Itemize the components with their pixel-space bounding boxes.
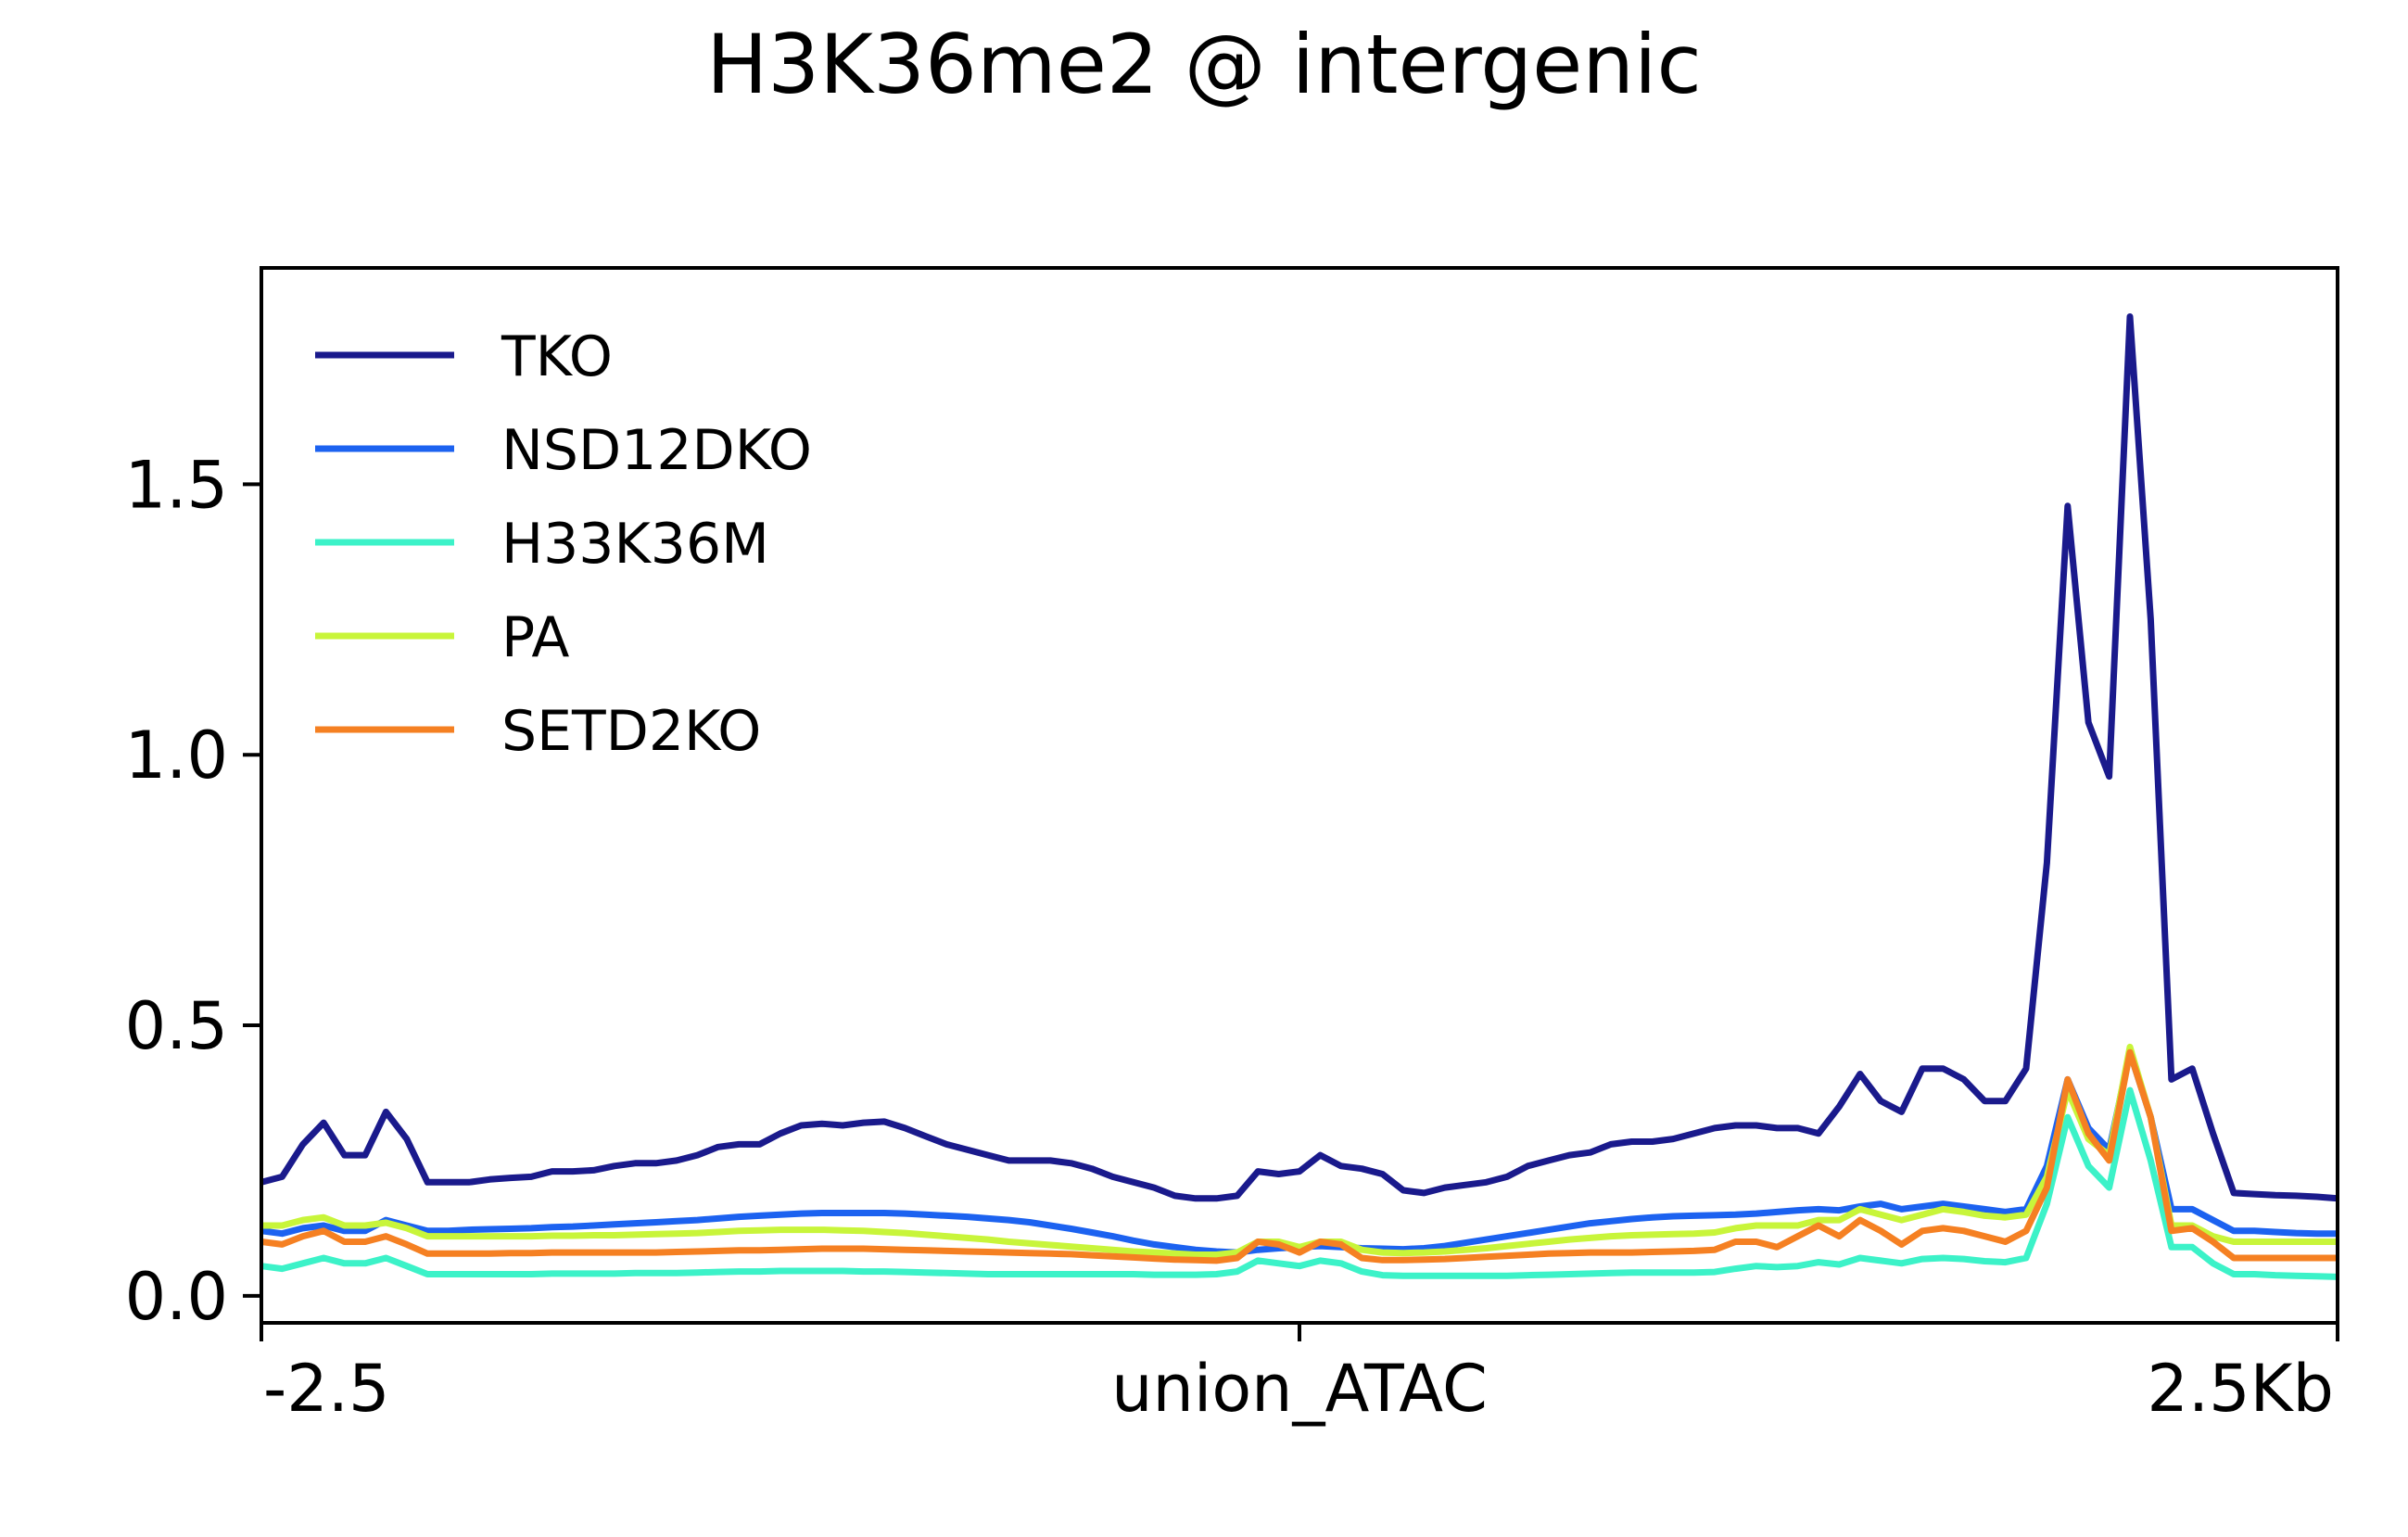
legend-label-setd2ko: SETD2KO xyxy=(501,699,761,764)
y-axis: 0.0 0.5 1.0 1.5 xyxy=(125,447,261,1335)
series-line-tko xyxy=(260,313,2338,1202)
series-line-setd2ko xyxy=(260,1048,2338,1264)
y-tick-label: 1.5 xyxy=(125,447,228,523)
series-line-h33k36m xyxy=(260,1086,2338,1280)
y-tick-label: 1.0 xyxy=(125,718,228,794)
x-tick-label: 2.5Kb xyxy=(2147,1351,2334,1427)
y-tick-label: 0.0 xyxy=(125,1259,228,1335)
x-axis: -2.5 union_ATAC 2.5Kb xyxy=(260,1323,2339,1427)
legend: TKO NSD12DKO H33K36M PA SETD2KO xyxy=(315,324,812,764)
x-tick-label: union_ATAC xyxy=(1111,1351,1488,1427)
legend-label-pa: PA xyxy=(501,605,569,670)
plot-lines xyxy=(260,313,2338,1280)
series-line-pa xyxy=(261,1043,2338,1258)
series-line-nsd12dko xyxy=(260,1048,2338,1256)
chart-title: H3K36me2 @ intergenic xyxy=(706,17,1702,112)
legend-label-h33k36m: H33K36M xyxy=(501,512,769,577)
legend-label-nsd12dko: NSD12DKO xyxy=(501,418,812,483)
x-tick-label: -2.5 xyxy=(263,1351,390,1427)
y-tick-label: 0.5 xyxy=(125,988,228,1064)
legend-label-tko: TKO xyxy=(501,324,613,389)
